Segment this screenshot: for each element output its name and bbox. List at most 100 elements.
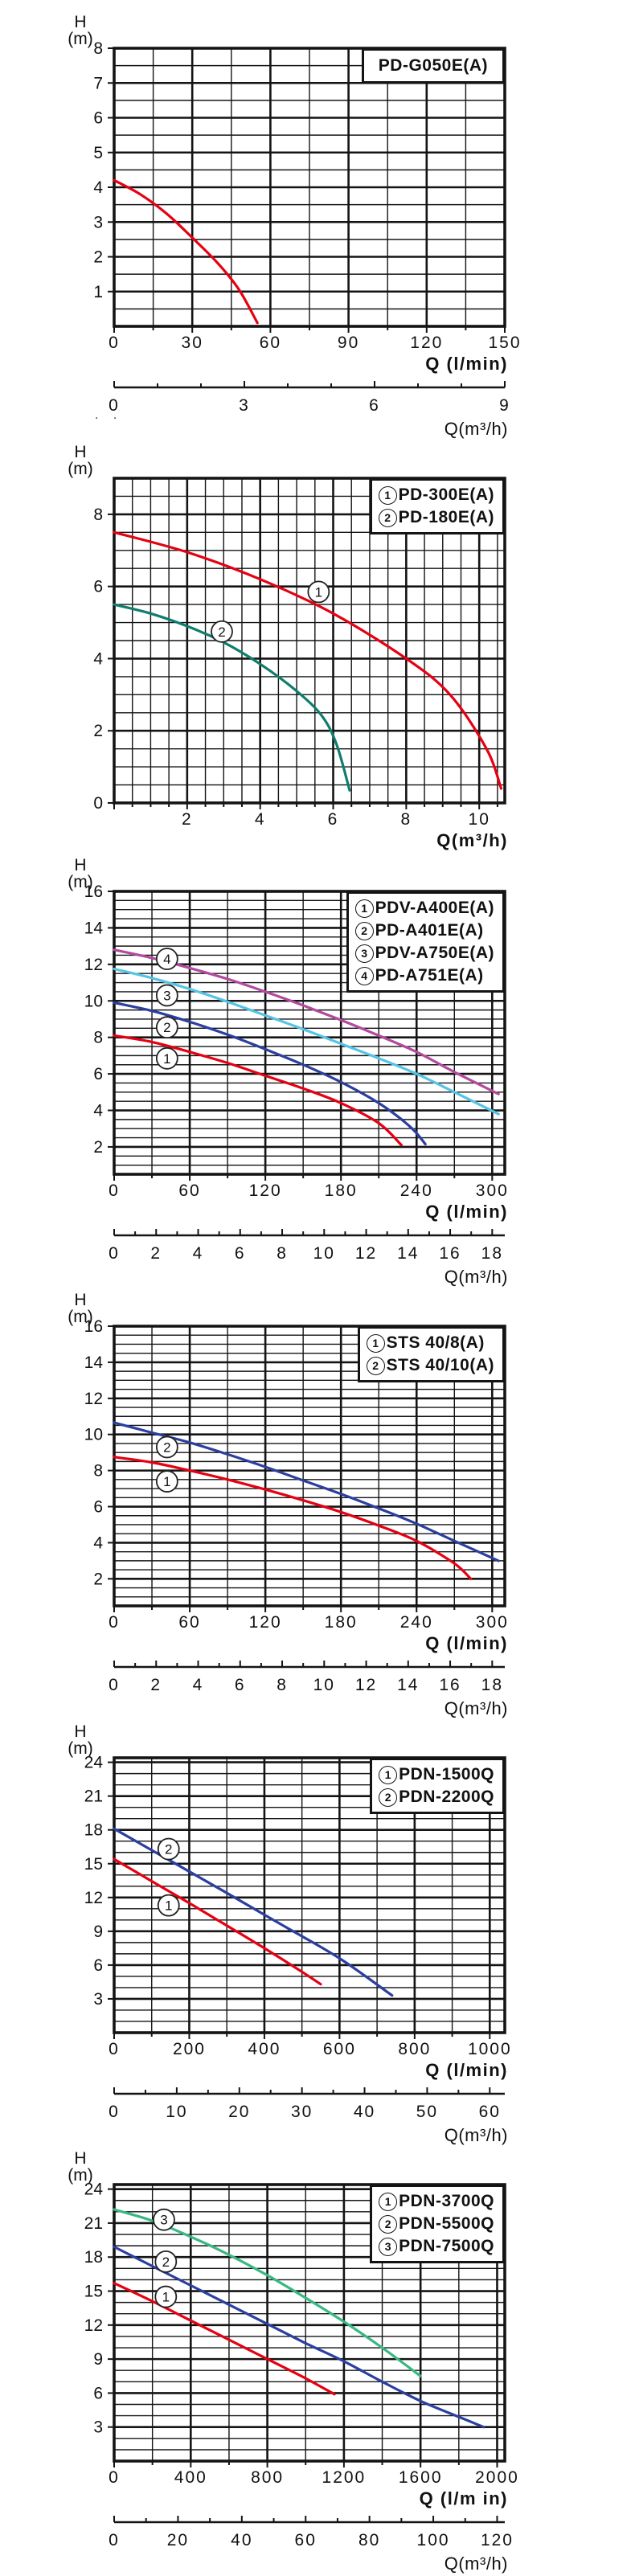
curve-label-num: 1	[162, 2290, 170, 2305]
y-tick-label: 4	[93, 1102, 103, 1120]
curve-label-num: 1	[163, 1474, 170, 1489]
x-tick-label: 60	[178, 1613, 200, 1632]
x-tick-label: 4	[255, 810, 266, 829]
legend-item-pd-300e-a-: 1 PD-300E(A)	[378, 485, 494, 506]
y-tick-label: 12	[84, 956, 103, 974]
x2-tick-label: 40	[354, 2103, 375, 2121]
legend-box: 1 PDN-1500Q 2 PDN-2200Q	[370, 1758, 505, 1814]
y-tick-label: 21	[84, 2214, 103, 2233]
curve-label-1: 1	[155, 1470, 178, 1493]
y-tick-label: 3	[93, 1990, 103, 2009]
y-tick-label: 8	[93, 1462, 103, 1480]
plot-border	[113, 477, 506, 805]
legend-label: PD-A401E(A)	[375, 921, 484, 940]
x-tick-label: 1000	[468, 2040, 512, 2058]
x2-tick-label: 6	[235, 1244, 246, 1263]
curve-pd-300e-a-	[113, 530, 503, 790]
x2-tick-label: 10	[313, 1244, 335, 1263]
legend-box: 1 PDV-A400E(A) 2 PD-A401E(A) 3 PDV-A750E(A) 4 P…	[346, 891, 505, 993]
curve-pd-a401e-a-	[113, 1001, 427, 1146]
y-axis-name: H	[74, 856, 86, 874]
legend-label: PD-180E(A)	[398, 508, 494, 526]
x2-tick-label: 60	[295, 2531, 317, 2549]
y-tick-label: 8	[93, 39, 103, 58]
grid-major	[114, 1326, 505, 1606]
legend-label: PDV-A750E(A)	[375, 944, 494, 962]
y-tick-label: 15	[84, 2283, 103, 2301]
x2-tick-label: 20	[228, 2103, 250, 2121]
y-tick-label: 6	[93, 109, 103, 128]
x2-tick-label: 6	[369, 396, 380, 415]
y-tick-label: 14	[84, 1354, 104, 1372]
x2-tick-label: 14	[397, 1676, 419, 1694]
y-axis-name: H	[74, 443, 86, 461]
curve-label-num: 2	[218, 625, 225, 640]
curve-label-num: 1	[165, 1898, 172, 1914]
y-axis-name: H	[74, 2149, 86, 2168]
x2-tick-label: 10	[313, 1676, 335, 1694]
legend-label: STS 40/10(A)	[386, 1356, 494, 1374]
chart-svg-pd-300e-180e: H(m) 8 6 4 2 0 2 4 6 8 10Q(m³/h) 1 2	[68, 443, 506, 850]
x-tick-label: 8	[401, 810, 412, 829]
x2-tick-label: 40	[231, 2531, 252, 2549]
chart-block-pd-300e-180e: H (m) 8 6 4 2 0 2 4 6 8 10 Q(m³/h) 1 2 1 PD-300E(A) 2 PD-1…	[40, 441, 603, 854]
legend-label: PDN-3700Q	[399, 2192, 494, 2210]
y-axis-unit: (m)	[68, 1308, 92, 1326]
x-tick-label: 30	[182, 334, 203, 352]
legend-circled-number: 3	[379, 2237, 398, 2256]
y-tick-label: 2	[93, 248, 103, 267]
x2-tick-label: 3	[239, 396, 250, 415]
curve-pdn-3700q	[113, 2282, 336, 2396]
x2-tick-label: 0	[109, 1244, 120, 1263]
chart-block-sts-40: H (m) 16 14 12 10 8 6 4 2 0 60 120 180 240 300 Q (l/min)…	[40, 1289, 603, 1721]
x-tick-label: 60	[178, 1182, 200, 1200]
x2-tick-label: 18	[481, 1244, 503, 1263]
y-tick-label: 16	[84, 883, 103, 901]
curve-label-num: 2	[165, 1842, 172, 1857]
y-axis-unit: (m)	[68, 30, 92, 48]
y-tick-label: 2	[93, 1138, 103, 1157]
axis-ticks	[108, 1325, 494, 1612]
y-tick-label: 7	[93, 74, 103, 92]
x-axis-name: Q (l/min)	[425, 2060, 508, 2080]
curve-label-1: 1	[155, 1046, 178, 1070]
x2-axis-name: Q(m³/h)	[444, 2125, 508, 2145]
legend-circled-number: 2	[379, 1788, 398, 1807]
y-axis-name: H	[74, 13, 86, 31]
x-axis-name: Q (l/m in)	[420, 2488, 508, 2508]
x-tick-label: 120	[249, 1613, 282, 1632]
chart-title: PD-G050E(A)	[378, 56, 488, 75]
y-tick-label: 5	[93, 144, 103, 162]
chart-title-box: PD-G050E(A)	[361, 48, 505, 84]
chart-svg-pd-g050e: H(m)8 7 6 5 4 3 2 1 0 30 60 90 120 150 Q (l/min) 0 3 6 9 Q(…	[68, 13, 519, 439]
curve-label-3: 3	[153, 2208, 175, 2231]
y-tick-label: 18	[84, 2248, 103, 2267]
x2-tick-label: 80	[358, 2531, 380, 2549]
x-tick-label: 2000	[475, 2468, 519, 2487]
secondary-axis	[113, 1229, 505, 1237]
legend-item-pd-a401e-a-: 2 PD-A401E(A)	[354, 920, 494, 941]
curve-label-2: 2	[155, 1016, 178, 1039]
x-axis-name: Q (l/min)	[425, 354, 508, 374]
y-tick-label: 6	[93, 2384, 103, 2402]
y-tick-label: 4	[93, 649, 103, 668]
x-tick-label: 0	[109, 2040, 120, 2058]
x-tick-label: 200	[173, 2040, 206, 2058]
plot-border	[113, 890, 506, 1176]
x2-tick-label: 12	[355, 1244, 377, 1263]
legend-label: PDN-1500Q	[399, 1765, 494, 1784]
plot-border	[113, 1325, 506, 1607]
y-tick-label: 12	[84, 2316, 103, 2335]
curve-label-1: 1	[157, 1894, 180, 1917]
legend-item-pdn-1500q: 1 PDN-1500Q	[379, 1764, 494, 1785]
x-tick-label: 90	[338, 334, 359, 352]
curve-pd-g050e-a-	[113, 178, 259, 325]
axis-ticks	[108, 47, 506, 333]
y-tick-label: 24	[84, 2181, 104, 2199]
legend-label: PD-300E(A)	[398, 485, 494, 504]
plot-border	[113, 1756, 506, 2034]
y-tick-label: 6	[93, 1956, 103, 1975]
curve-label-num: 2	[162, 2255, 170, 2270]
y-tick-label: 10	[84, 992, 103, 1010]
